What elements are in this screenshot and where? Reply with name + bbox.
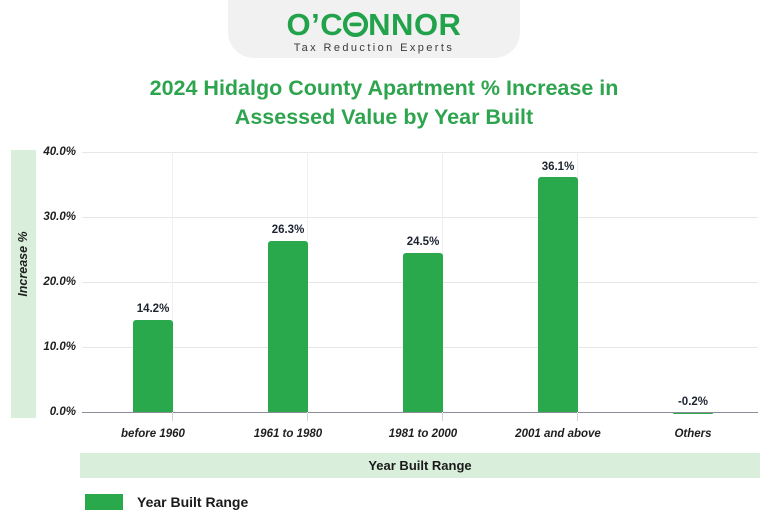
x-tick-mark-4 xyxy=(577,413,578,421)
x-tick-label-before-1960: before 1960 xyxy=(121,428,185,440)
vertical-gridline-1 xyxy=(172,152,173,413)
bar-1981-to-2000[interactable] xyxy=(403,252,443,412)
logo-circle-mark-icon xyxy=(343,11,369,37)
bar-value-label-others: -0.2% xyxy=(677,396,709,408)
bar-value-label-2001-and-above: 36.1% xyxy=(541,161,575,173)
logo-letters-nnor: NNOR xyxy=(368,6,462,42)
chart-legend[interactable]: Year Built Range xyxy=(85,494,248,510)
y-axis-title-band: Increase % xyxy=(11,150,36,418)
x-tick-mark-2 xyxy=(307,413,308,421)
chart-title: 2024 Hidalgo County Apartment % Increase… xyxy=(64,74,704,132)
brand-logo: O’ C NNOR Tax Reduction Experts xyxy=(228,2,520,60)
x-tick-mark-1 xyxy=(172,413,173,421)
logo-tagline: Tax Reduction Experts xyxy=(293,41,455,54)
legend-label-year-built-range: Year Built Range xyxy=(137,494,249,510)
logo-wordmark: O’ C NNOR xyxy=(287,9,462,40)
chart-title-line-2: Assessed Value by Year Built xyxy=(234,105,534,130)
logo-apostrophe: ’ xyxy=(311,6,321,42)
x-tick-mark-3 xyxy=(442,413,443,421)
y-tick-label-40: 40.0% xyxy=(43,146,76,158)
gridline-30 xyxy=(82,217,758,218)
bar-value-label-1981-to-2000: 24.5% xyxy=(406,236,440,248)
x-tick-label-others: Others xyxy=(674,428,712,440)
y-tick-label-20: 20.0% xyxy=(43,276,76,288)
bar-before-1960[interactable] xyxy=(133,319,173,412)
logo-letter-c: C xyxy=(320,6,344,42)
bar-1961-to-1980[interactable] xyxy=(268,241,308,412)
bar-2001-and-above[interactable] xyxy=(538,177,578,412)
legend-swatch-year-built-range xyxy=(85,494,123,510)
bar-value-label-1961-to-1980: 26.3% xyxy=(271,224,305,236)
x-tick-label-1961-to-1980: 1961 to 1980 xyxy=(253,428,323,440)
bar-value-label-before-1960: 14.2% xyxy=(136,303,170,315)
bar-others[interactable] xyxy=(673,412,713,414)
chart-title-line-1: 2024 Hidalgo County Apartment % Increase… xyxy=(149,76,619,100)
y-tick-label-30: 30.0% xyxy=(43,211,76,223)
logo-badge-background xyxy=(228,0,520,58)
x-tick-label-2001-and-above: 2001 and above xyxy=(515,428,601,440)
x-axis-baseline xyxy=(82,412,758,414)
y-tick-label-0: 0.0% xyxy=(49,406,76,418)
x-tick-label-1981-to-2000: 1981 to 2000 xyxy=(388,428,458,440)
x-axis-title: Year Built Range xyxy=(368,458,472,473)
gridline-40 xyxy=(82,152,758,153)
logo-letter-o: O xyxy=(286,6,312,42)
x-axis-title-band: Year Built Range xyxy=(80,453,760,478)
y-tick-label-10: 10.0% xyxy=(43,341,76,353)
